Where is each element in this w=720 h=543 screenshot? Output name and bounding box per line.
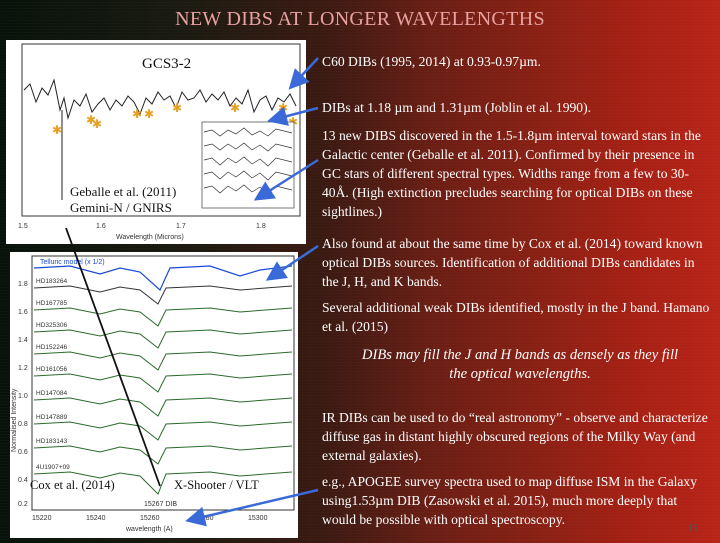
svg-text:15220: 15220: [32, 515, 52, 522]
svg-text:15300: 15300: [248, 515, 268, 522]
y-ticks: 1.8 1.6 1.4 1.2 1.0 0.8 0.6 0.4 0.2: [18, 281, 28, 508]
x-tick: 1.7: [176, 223, 186, 230]
svg-text:HD147889: HD147889: [36, 414, 67, 421]
asterisk-marker: ✱: [92, 117, 102, 131]
inset-frame: [201, 121, 295, 209]
svg-text:1.4: 1.4: [18, 337, 28, 344]
asterisk-marker: ✱: [278, 101, 288, 115]
svg-text:0.2: 0.2: [18, 501, 28, 508]
bullet-hamano: Several additional weak DIBs identified,…: [322, 300, 710, 334]
x-tick: 1.8: [256, 223, 266, 230]
cox-spectra-plot: 1.8 1.6 1.4 1.2 1.0 0.8 0.6 0.4 0.2 Norm…: [11, 255, 295, 533]
dib-label: 15267 DIB: [144, 501, 177, 508]
svg-text:4U1907+09: 4U1907+09: [36, 464, 70, 471]
x-axis-label: wavelength (A): [125, 526, 173, 533]
svg-text:HD325306: HD325306: [36, 322, 67, 329]
x-tick: 1.6: [96, 223, 106, 230]
svg-text:HD152246: HD152246: [36, 344, 67, 351]
credit-geballe: Geballe et al. (2011): [70, 184, 177, 199]
bullet-apogee: e.g., APOGEE survey spectra used to map …: [322, 474, 698, 527]
cox-spectra-figure: 1.8 1.6 1.4 1.2 1.0 0.8 0.6 0.4 0.2 Norm…: [10, 252, 298, 538]
geballe-spectrum-figure: ✱ ✱ ✱ ✱ ✱ ✱ ✱ ✱ ✱ 1.5 1.6 1.7 1.8 Wavele…: [6, 40, 306, 244]
svg-text:1.0: 1.0: [18, 393, 28, 400]
bullet-cox: Also found at about the same time by Cox…: [322, 236, 703, 289]
svg-text:15240: 15240: [86, 515, 106, 522]
bullet-c60: C60 DIBs (1995, 2014) at 0.93-0.97µm.: [322, 54, 541, 69]
svg-text:HD183143: HD183143: [36, 438, 67, 445]
svg-text:0.4: 0.4: [18, 477, 28, 484]
svg-text:15260: 15260: [140, 515, 160, 522]
x-axis-label: Wavelength (Microns): [116, 234, 184, 241]
asterisk-marker: ✱: [144, 107, 154, 121]
svg-text:HD167785: HD167785: [36, 300, 67, 307]
bullet-joblin: DIBs at 1.18 µm and 1.31µm (Joblin et al…: [322, 100, 592, 115]
bullet-geballe: 13 new DIBS discovered in the 1.5-1.8µm …: [322, 128, 701, 219]
asterisk-marker: ✱: [172, 101, 182, 115]
asterisk-marker: ✱: [86, 113, 96, 127]
svg-text:HD147084: HD147084: [36, 390, 67, 397]
page-number: 15: [688, 523, 698, 534]
emphasis-statement: DIBs may fill the J and H bands as dense…: [361, 347, 679, 382]
x-ticks: 15220 15240 15260 15280 15300 wavelength…: [32, 515, 268, 533]
credit-gemini: Gemini-N / GNIRS: [70, 200, 172, 215]
credit-cox: Cox et al. (2014): [30, 478, 115, 492]
panel-label: GCS3-2: [142, 56, 192, 72]
svg-text:1.6: 1.6: [18, 309, 28, 316]
geballe-spectrum-plot: ✱ ✱ ✱ ✱ ✱ ✱ ✱ ✱ ✱ 1.5 1.6 1.7 1.8 Wavele…: [18, 43, 301, 241]
svg-text:15280: 15280: [194, 515, 214, 522]
svg-text:1.8: 1.8: [18, 281, 28, 288]
svg-text:1.2: 1.2: [18, 365, 28, 372]
svg-text:0.6: 0.6: [18, 449, 28, 456]
svg-text:0.8: 0.8: [18, 421, 28, 428]
star-labels: HD183264 HD167785 HD325306 HD152246 HD16…: [36, 278, 70, 471]
geballe-main-spectrum: [23, 78, 297, 120]
bullet-real-astronomy: IR DIBs can be used to do “real astronom…: [322, 410, 708, 463]
x-tick: 1.5: [18, 223, 28, 230]
svg-text:HD161056: HD161056: [36, 366, 67, 373]
svg-text:HD183264: HD183264: [36, 278, 67, 285]
asterisk-marker: ✱: [230, 101, 240, 115]
asterisk-marker: ✱: [52, 123, 62, 137]
y-axis-label: Normalised Intensity: [11, 388, 18, 452]
telluric-label: Telluric model (x 1/2): [40, 259, 105, 266]
asterisk-marker: ✱: [132, 107, 142, 121]
slide-title: NEW DIBS AT LONGER WAVELENGTHS: [175, 8, 545, 30]
credit-xshooter: X-Shooter / VLT: [174, 478, 259, 492]
